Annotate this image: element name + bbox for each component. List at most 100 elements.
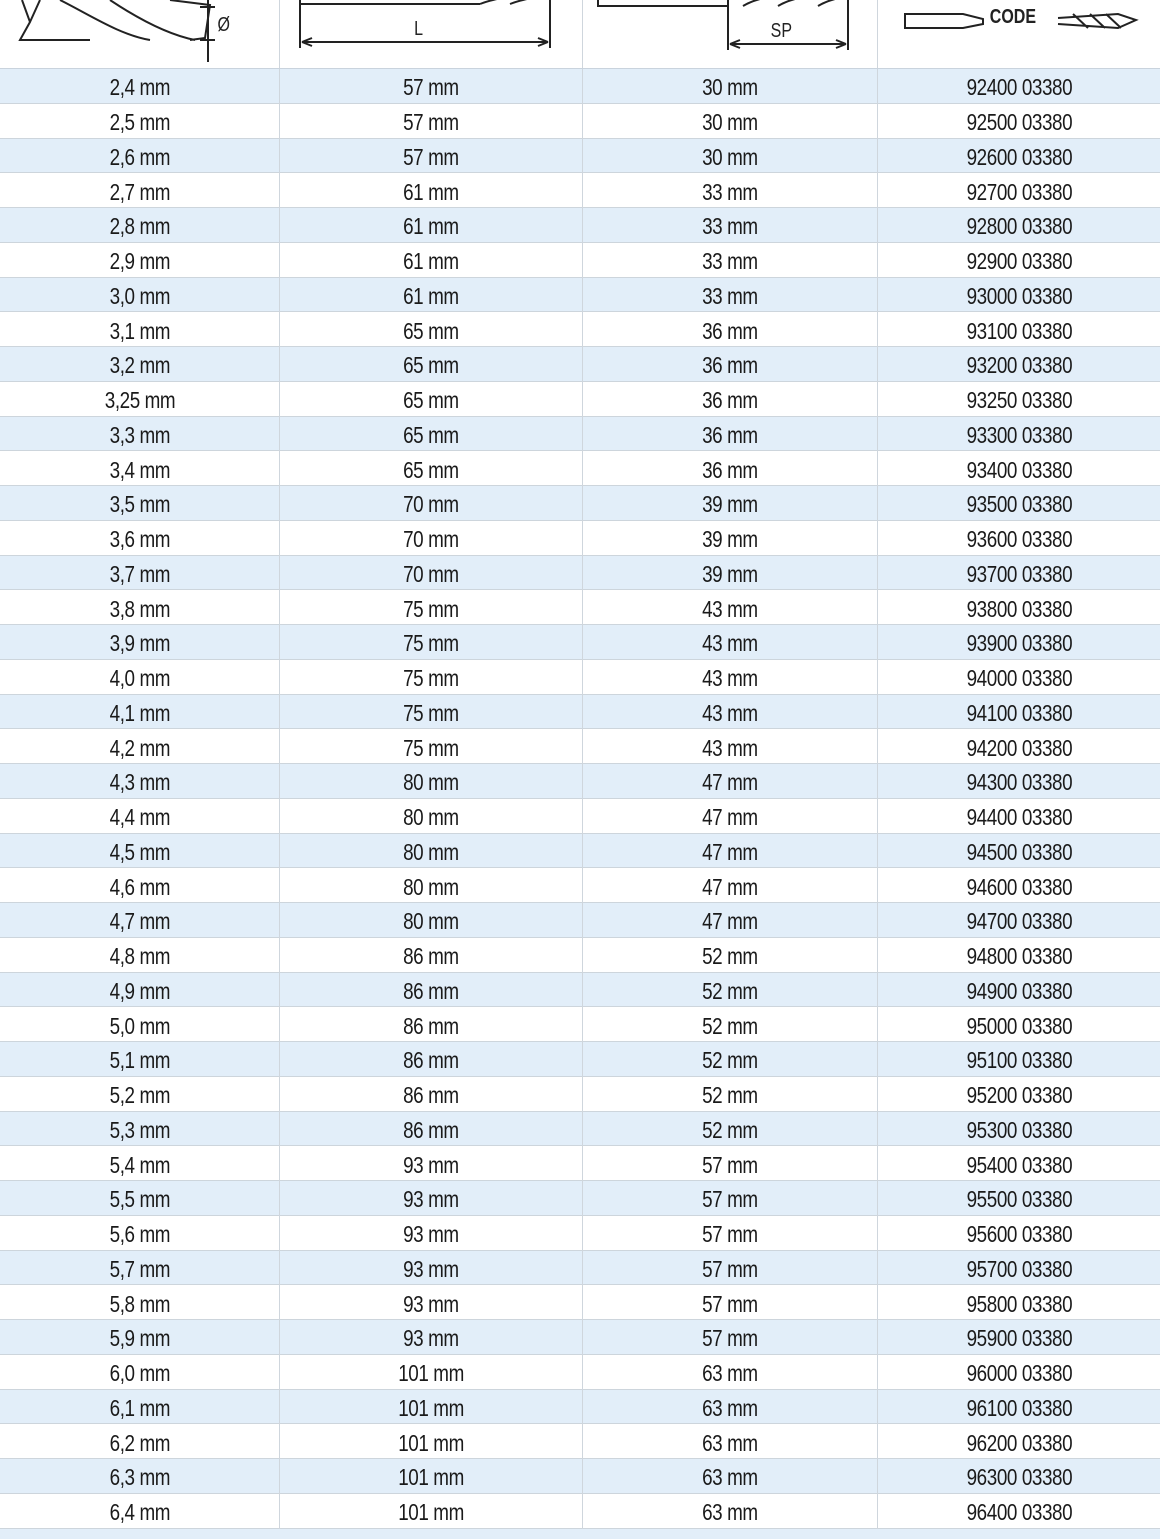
drill-tip-diameter-icon (18, 0, 215, 62)
diameter-cell: 4,9 mm (0, 972, 280, 1008)
diameter-cell: 6,3 mm (0, 1459, 280, 1494)
diameter-cell: 4,2 mm (0, 729, 280, 764)
cell-text: 96100 03380 (966, 1394, 1072, 1421)
cell-text: 3,4 mm (109, 456, 170, 483)
diameter-cell: 5,7 mm (0, 1250, 280, 1286)
cell-text: 33 mm (702, 282, 758, 309)
length-cell: 101 mm (280, 1459, 583, 1494)
length-cell: 93 mm (280, 1215, 583, 1251)
cell-text: 65 mm (403, 421, 459, 448)
length-cell: 80 mm (280, 868, 583, 903)
cell-text: 30 mm (702, 109, 758, 136)
code-cell: 93100 03380 (878, 312, 1160, 347)
cell-text: 93500 03380 (966, 491, 1072, 518)
spiral-length-cell: 39 mm (583, 520, 878, 556)
code-cell: 95900 03380 (878, 1320, 1160, 1355)
table-row: 5,0 mm 86 mm 52 mm 95000 03380 (0, 1007, 1160, 1042)
diameter-cell: 6,0 mm (0, 1354, 280, 1390)
cell-text: 3,5 mm (109, 491, 170, 518)
code-cell: 95600 03380 (878, 1216, 1160, 1251)
code-cell: 96200 03380 (878, 1424, 1160, 1459)
cell-text: 36 mm (702, 421, 758, 448)
cell-text: 6,3 mm (109, 1464, 170, 1491)
table-row: 4,7 mm 80 mm 47 mm 94700 03380 (0, 903, 1160, 938)
table-row: 4,2 mm 75 mm 43 mm 94200 03380 (0, 729, 1160, 764)
cell-text: 33 mm (702, 213, 758, 240)
code-cell: 93700 03380 (878, 556, 1160, 591)
cell-text: 75 mm (403, 734, 459, 761)
table-row: 3,25 mm 65 mm 36 mm 93250 03380 (0, 381, 1160, 417)
cell-text: 80 mm (403, 804, 459, 831)
length-cell: 61 mm (280, 242, 583, 278)
table-row: 3,8 mm 75 mm 43 mm 93800 03380 (0, 590, 1160, 625)
cell-text: 65 mm (403, 456, 459, 483)
cell-text: 36 mm (702, 352, 758, 379)
code-cell: 92400 03380 (878, 69, 1160, 104)
cell-text: 96200 03380 (966, 1429, 1072, 1456)
cell-text: 3,3 mm (109, 421, 170, 448)
code-cell: 94500 03380 (878, 834, 1160, 869)
spiral-length-cell: 47 mm (583, 833, 878, 869)
length-cell: 86 mm (280, 1007, 583, 1042)
length-cell: 65 mm (280, 347, 583, 382)
cell-text: 3,8 mm (109, 595, 170, 622)
cell-text: 39 mm (702, 491, 758, 518)
cell-text: 5,4 mm (109, 1151, 170, 1178)
cell-text: 3,7 mm (109, 560, 170, 587)
code-cell: 94800 03380 (878, 938, 1160, 973)
cell-text: 5,6 mm (109, 1221, 170, 1248)
spiral-length-cell: 36 mm (583, 312, 878, 347)
length-cell: 75 mm (280, 729, 583, 764)
diameter-cell: 3,3 mm (0, 416, 280, 452)
length-cell: 75 mm (280, 590, 583, 625)
spiral-length-cell: 52 mm (583, 1076, 878, 1112)
code-cell: 93200 03380 (878, 347, 1160, 382)
spiral-length-cell: 33 mm (583, 277, 878, 313)
table-row: 3,6 mm 70 mm 39 mm 93600 03380 (0, 520, 1160, 556)
code-cell: 92800 03380 (878, 208, 1160, 243)
spiral-length-cell: 39 mm (583, 555, 878, 591)
spiral-length-cell: 43 mm (583, 625, 878, 660)
cell-text: 47 mm (702, 769, 758, 796)
code-cell: 94300 03380 (878, 764, 1160, 799)
cell-text: 63 mm (702, 1360, 758, 1387)
drill-code-icon (904, 12, 1139, 30)
length-cell: 80 mm (280, 798, 583, 834)
cell-text: 65 mm (403, 387, 459, 414)
cell-text: 101 mm (398, 1464, 464, 1491)
cell-text: 4,8 mm (109, 943, 170, 970)
cell-text: 96300 03380 (966, 1464, 1072, 1491)
cell-text: 80 mm (403, 838, 459, 865)
diameter-cell: 4,1 mm (0, 694, 280, 730)
cell-text: 3,25 mm (104, 387, 175, 414)
header-spiral-length: SP (583, 0, 878, 68)
code-cell: 94600 03380 (878, 868, 1160, 903)
cell-text: 75 mm (403, 595, 459, 622)
diameter-cell: 6,4 mm (0, 1493, 280, 1529)
cell-text: 75 mm (403, 665, 459, 692)
cell-text: 2,9 mm (109, 248, 170, 275)
diameter-cell: 5,2 mm (0, 1076, 280, 1112)
diameter-cell: 4,0 mm (0, 659, 280, 695)
diameter-cell: 2,9 mm (0, 242, 280, 278)
length-cell: 57 mm (280, 103, 583, 139)
table-row: 2,9 mm 61 mm 33 mm 92900 03380 (0, 242, 1160, 278)
cell-text: 63 mm (702, 1499, 758, 1526)
diameter-label: Ø (217, 14, 231, 36)
length-cell: 86 mm (280, 972, 583, 1008)
table-row: 3,3 mm 65 mm 36 mm 93300 03380 (0, 416, 1160, 452)
cell-text: 93 mm (403, 1290, 459, 1317)
cell-text: 101 mm (398, 1394, 464, 1421)
cell-text: 95400 03380 (966, 1151, 1072, 1178)
code-cell: 96000 03380 (878, 1355, 1160, 1390)
cell-text: 57 mm (702, 1290, 758, 1317)
spiral-length-cell: 57 mm (583, 1181, 878, 1216)
table-row: 4,1 mm 75 mm 43 mm 94100 03380 (0, 694, 1160, 730)
diameter-cell: 3,7 mm (0, 555, 280, 591)
cell-text: 92700 03380 (966, 178, 1072, 205)
cell-text: 57 mm (702, 1221, 758, 1248)
code-cell: 95300 03380 (878, 1112, 1160, 1147)
diameter-cell: 3,8 mm (0, 590, 280, 625)
code-cell: 94200 03380 (878, 729, 1160, 764)
spiral-length-cell: 63 mm (583, 1424, 878, 1459)
